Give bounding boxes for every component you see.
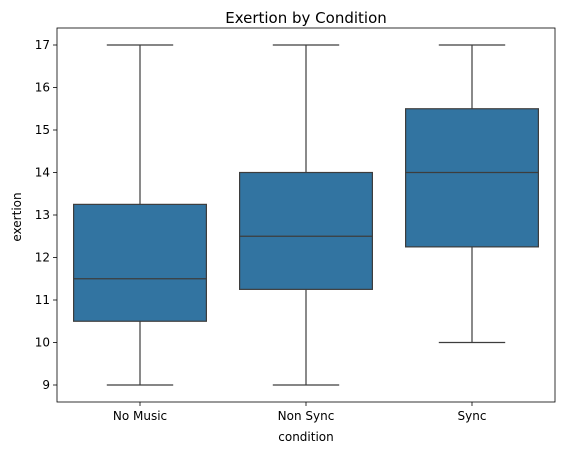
y-tick-label: 16: [35, 81, 50, 95]
y-tick-label: 17: [35, 38, 50, 52]
y-tick-label: 9: [42, 378, 50, 392]
box-no-music: [72, 203, 208, 322]
box-non-sync: [239, 171, 374, 290]
y-tick-label: 12: [35, 251, 50, 265]
y-tick-label: 14: [35, 166, 50, 180]
y-tick-label: 13: [35, 208, 50, 222]
x-tick-label: No Music: [113, 409, 167, 423]
x-tick-label: Non Sync: [278, 409, 335, 423]
box-sync: [405, 108, 540, 248]
y-axis-label: exertion: [10, 192, 24, 241]
x-axis-label: condition: [278, 430, 333, 444]
plot-area: 9 10 11 12 13 14 15 16 17 No Music Non Sync Sync: [35, 27, 556, 423]
chart-title: Exertion by Condition: [225, 9, 387, 27]
x-tick-label: Sync: [458, 409, 487, 423]
y-tick-label: 11: [35, 293, 50, 307]
y-tick-label: 15: [35, 123, 50, 137]
y-tick-label: 10: [35, 336, 50, 350]
